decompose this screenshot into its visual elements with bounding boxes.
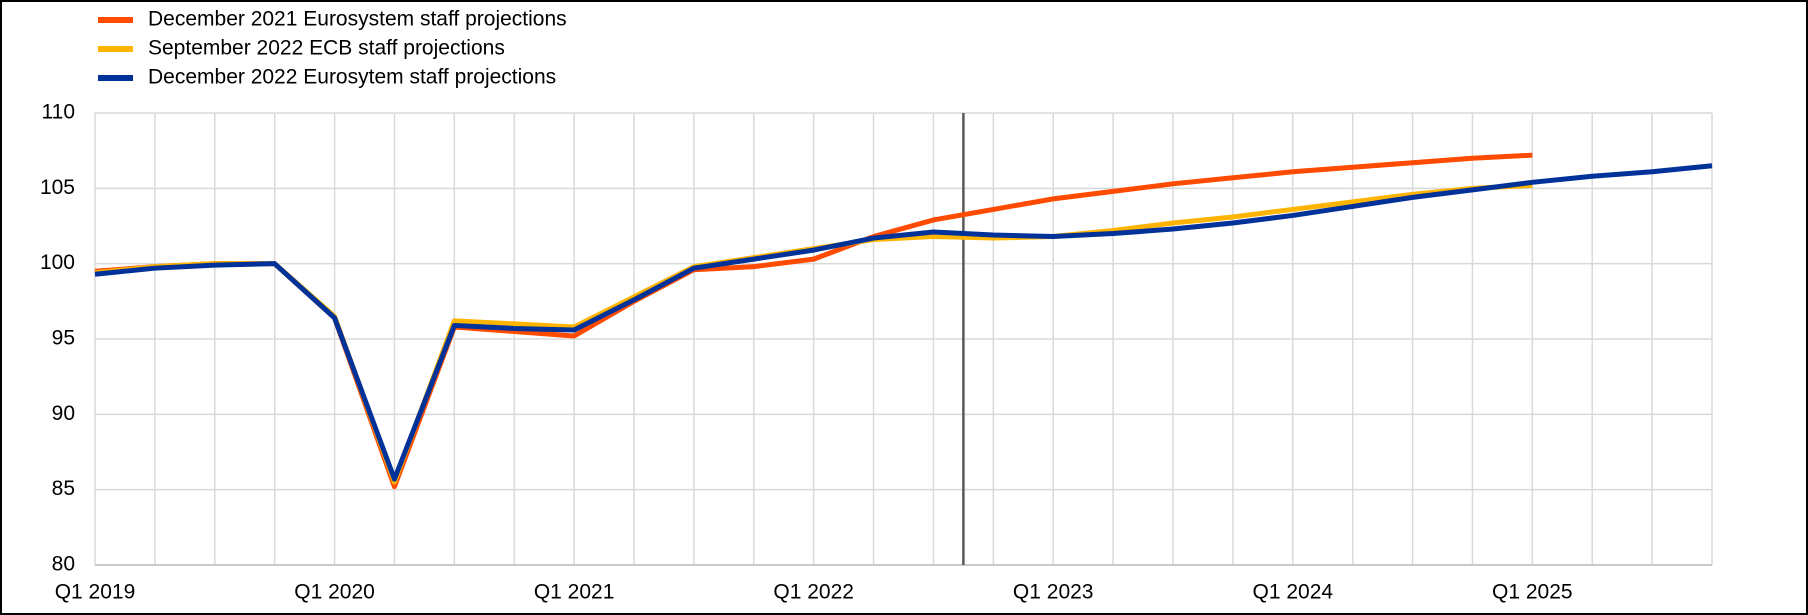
x-tick-label: Q1 2021	[534, 581, 615, 604]
x-tick-label: Q1 2019	[55, 581, 136, 604]
legend-label: September 2022 ECB staff projections	[148, 37, 505, 60]
x-tick-label: Q1 2024	[1252, 581, 1333, 604]
y-tick-label: 110	[42, 101, 75, 124]
x-tick-label: Q1 2020	[294, 581, 375, 604]
y-tick-label: 105	[40, 176, 75, 199]
x-tick-label: Q1 2025	[1492, 581, 1573, 604]
legend-label: December 2022 Eurosytem staff projection…	[148, 66, 556, 89]
legend-label: December 2021 Eurosystem staff projectio…	[148, 8, 567, 31]
y-tick-label: 85	[52, 477, 75, 500]
x-tick-label: Q1 2022	[773, 581, 854, 604]
y-tick-label: 80	[52, 553, 75, 576]
y-tick-label: 90	[52, 402, 75, 425]
y-tick-label: 100	[40, 251, 75, 274]
x-tick-label: Q1 2023	[1013, 581, 1094, 604]
series-line	[94, 163, 1713, 482]
y-tick-label: 95	[52, 327, 75, 350]
